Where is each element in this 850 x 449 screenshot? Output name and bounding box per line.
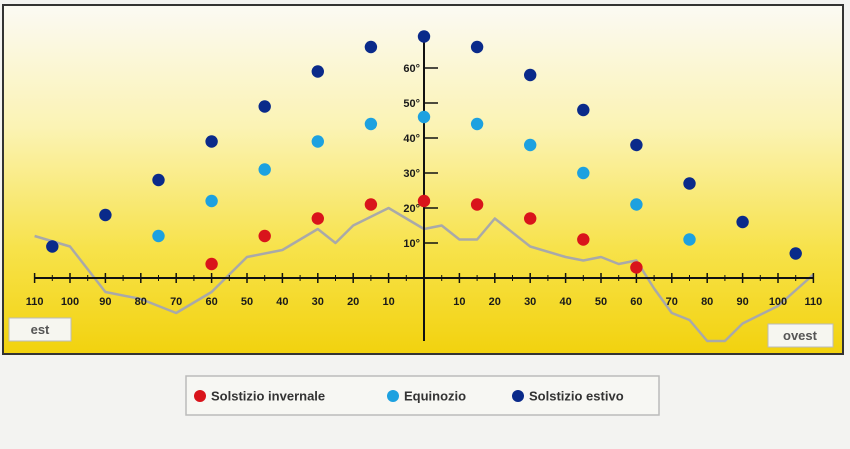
x-tick-label: 90 <box>736 296 748 308</box>
legend-marker-0 <box>194 390 206 402</box>
series-2-point <box>683 177 696 190</box>
series-1-point <box>683 233 696 246</box>
x-tick-label: 60 <box>205 296 217 308</box>
x-tick-label: 100 <box>769 296 787 308</box>
x-tick-label: 40 <box>559 296 571 308</box>
legend-label-2: Solstizio estivo <box>529 389 624 404</box>
x-tick-label: 30 <box>312 296 324 308</box>
x-tick-label: 110 <box>26 296 44 308</box>
series-1-point <box>470 117 484 131</box>
series-1-point <box>258 163 271 176</box>
x-tick-label: 50 <box>595 296 607 308</box>
series-2-point <box>577 103 590 117</box>
series-1-point <box>630 198 643 211</box>
x-tick-label: 10 <box>453 296 465 308</box>
series-2-point <box>311 65 324 78</box>
legend-label-1: Equinozio <box>404 389 466 404</box>
legend: Solstizio invernale Equinozio Solstizio es… <box>185 375 660 416</box>
horizon-line <box>34 206 815 343</box>
x-tick-label: 30 <box>524 296 536 308</box>
legend-marker-2 <box>512 390 524 402</box>
series-2-point <box>152 173 165 187</box>
series-0-point <box>577 233 590 246</box>
series-2-point <box>417 30 431 43</box>
legend-box <box>185 375 660 416</box>
series-2-point <box>630 138 643 152</box>
x-tick-label: 80 <box>701 296 713 308</box>
series-2-point <box>46 240 59 253</box>
series-0-point <box>258 229 271 243</box>
series-1-point <box>364 117 378 131</box>
y-tick-label: 50° <box>403 98 420 110</box>
series-2-point <box>470 40 484 54</box>
series-0-point <box>364 198 378 211</box>
series-1-point <box>311 135 324 148</box>
x-tick-label: 80 <box>135 296 147 308</box>
series-1-point <box>577 166 590 180</box>
ovest-label: ovest <box>783 328 818 343</box>
series-2-point <box>205 135 218 148</box>
series-2-point <box>364 40 378 54</box>
x-tick-label: 100 <box>61 296 79 308</box>
y-tick-label: 20° <box>403 203 420 215</box>
est-label-box: est <box>8 317 72 342</box>
series-1-point <box>205 194 218 208</box>
series-0-point <box>524 212 537 225</box>
series-0-point <box>417 194 431 208</box>
y-tick-label: 60° <box>403 63 420 75</box>
y-tick-label: 10° <box>403 238 420 250</box>
series-2-point <box>736 215 749 229</box>
series-0-point <box>470 198 484 211</box>
series-2-point <box>258 100 271 113</box>
x-tick-label: 50 <box>241 296 253 308</box>
series-1-point <box>524 138 537 152</box>
x-tick-label: 70 <box>170 296 182 308</box>
series-1-point <box>152 229 165 243</box>
x-tick-label: 70 <box>666 296 678 308</box>
series-1-point <box>417 110 431 124</box>
x-tick-label: 60 <box>630 296 642 308</box>
ovest-label-box: ovest <box>767 323 834 348</box>
x-tick-label: 110 <box>805 296 823 308</box>
series-2-point <box>524 68 537 82</box>
series-0-point <box>205 257 218 271</box>
legend-marker-1 <box>387 390 399 402</box>
x-tick-label: 20 <box>347 296 359 308</box>
x-tick-label: 20 <box>489 296 501 308</box>
x-tick-label: 90 <box>99 296 111 308</box>
y-tick-label: 40° <box>403 133 420 145</box>
series-2-point <box>99 208 112 222</box>
series-2-point <box>789 247 802 260</box>
legend-label-0: Solstizio invernale <box>211 389 325 404</box>
x-tick-label: 10 <box>382 296 394 308</box>
y-tick-label: 30° <box>403 168 420 180</box>
series-0-point <box>311 212 324 225</box>
series-0-point <box>630 261 643 274</box>
x-tick-label: 40 <box>276 296 288 308</box>
est-label: est <box>31 322 50 337</box>
